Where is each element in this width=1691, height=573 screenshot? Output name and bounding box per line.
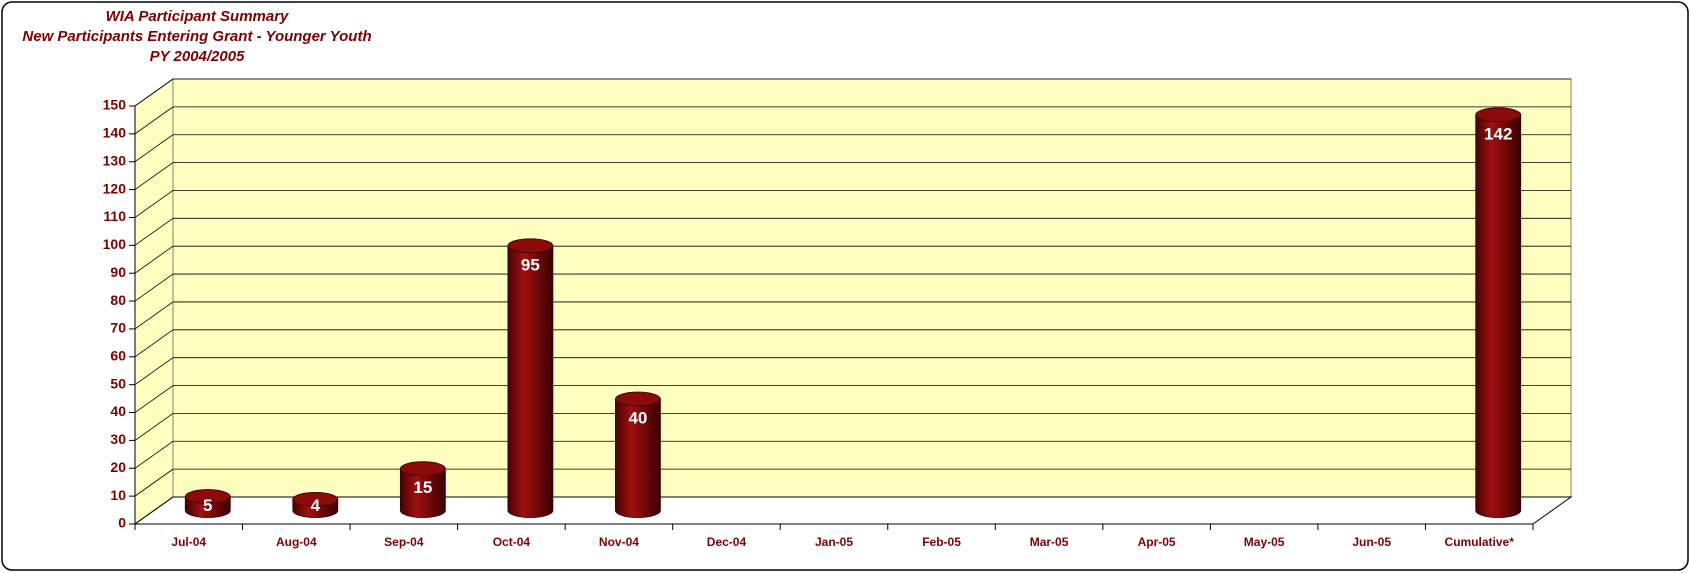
grid-line (134, 273, 174, 302)
x-tick-label: Feb-05 (922, 535, 961, 549)
bar-top (615, 391, 661, 407)
y-tick-label: 120 (103, 180, 127, 196)
grid-line (134, 162, 174, 190)
y-tick-label: 30 (110, 431, 126, 447)
grid-line (134, 385, 174, 413)
grid-line (134, 106, 174, 135)
x-tick-label: Mar-05 (1030, 535, 1069, 549)
x-tick-label: Jul-04 (171, 535, 206, 549)
y-tick-label: 70 (110, 320, 126, 336)
x-tick-label: Aug-04 (276, 535, 317, 549)
x-tick-label: Jan-05 (815, 535, 853, 549)
grid-line (134, 329, 174, 358)
grid-line (134, 78, 174, 107)
y-tick-label: 60 (110, 348, 126, 364)
grid-line (134, 134, 174, 163)
grid-line (134, 190, 174, 218)
grid-line (134, 301, 174, 330)
x-tick-label: May-05 (1244, 535, 1285, 549)
grid-line (134, 440, 174, 469)
bar-top (292, 491, 339, 507)
chart-title: PY 2004/2005 (150, 48, 245, 65)
y-tick-label: 90 (110, 264, 126, 280)
data-label: 95 (521, 255, 540, 274)
bar-top (1475, 107, 1522, 123)
x-tick-label: Cumulative* (1445, 535, 1515, 549)
x-tick-label: Dec-04 (707, 535, 747, 549)
x-tick-label: Nov-04 (599, 535, 639, 549)
grid-line (134, 218, 174, 246)
grid-line (134, 245, 174, 274)
y-tick-label: 140 (103, 125, 127, 141)
bar-top (507, 238, 554, 254)
y-tick-label: 100 (103, 236, 127, 252)
bar-top (399, 461, 446, 477)
bar-top (184, 489, 231, 504)
grid-line (134, 357, 174, 385)
grid-line (134, 413, 174, 441)
chart-title: New Participants Entering Grant - Younge… (22, 28, 371, 45)
back-wall (172, 78, 1572, 498)
data-label: 4 (311, 496, 321, 515)
bar (615, 398, 661, 518)
grid-line (134, 468, 174, 497)
bar (399, 468, 446, 518)
data-label: 40 (628, 409, 647, 428)
bar (1475, 114, 1522, 518)
y-tick-label: 40 (110, 403, 126, 419)
y-tick-label: 110 (103, 208, 126, 224)
x-tick-label: Jun-05 (1352, 535, 1391, 549)
bar (507, 245, 554, 518)
y-tick-label: 10 (110, 487, 126, 503)
data-label: 15 (413, 478, 432, 497)
x-tick-label: Oct-04 (493, 535, 531, 549)
y-tick-label: 150 (103, 97, 127, 113)
side-wall (134, 78, 174, 525)
data-label: 142 (1484, 124, 1512, 143)
x-tick-label: Sep-04 (384, 535, 424, 549)
y-tick-label: 130 (103, 152, 127, 168)
x-tick-label: Apr-05 (1138, 535, 1176, 549)
data-label: 5 (203, 496, 212, 515)
y-tick-label: 0 (118, 515, 126, 531)
chart-title: WIA Participant Summary (106, 8, 289, 25)
y-tick-label: 20 (110, 459, 126, 475)
y-tick-label: 80 (110, 292, 126, 308)
floor (133, 496, 1573, 525)
grid-line (134, 496, 174, 525)
y-tick-label: 50 (110, 375, 126, 391)
